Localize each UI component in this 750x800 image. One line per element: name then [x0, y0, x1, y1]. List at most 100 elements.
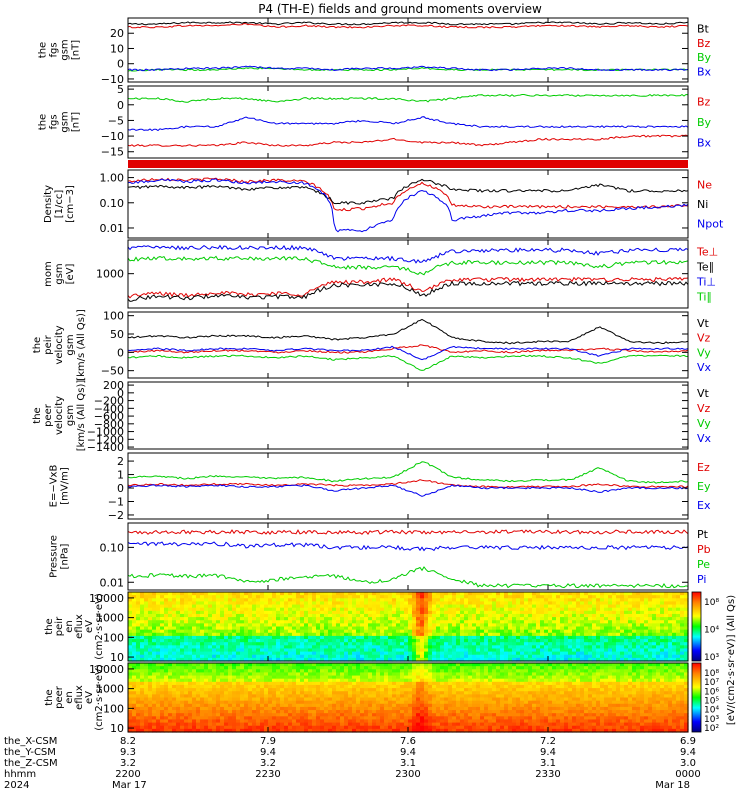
spectrogram-cell — [164, 648, 169, 653]
spectrogram-cell — [652, 598, 657, 603]
spectrogram-cell — [496, 623, 501, 628]
spectrogram-cell — [380, 678, 385, 683]
spectrogram-cell — [464, 598, 469, 603]
spectrogram-cell — [532, 601, 537, 606]
spectrogram-cell — [392, 672, 397, 677]
spectrogram-cell — [332, 654, 337, 659]
spectrogram-cell — [300, 722, 305, 727]
spectrogram-cell — [456, 610, 461, 615]
spectrogram-cell — [308, 669, 313, 674]
spectrogram-cell — [460, 601, 465, 606]
spectrogram-cell — [208, 592, 213, 596]
spectrogram-cell — [176, 700, 181, 705]
spectrogram-cell — [164, 716, 169, 721]
spectrogram-cell — [168, 666, 173, 670]
spectrogram-cell — [240, 592, 245, 596]
spectrogram-cell — [296, 725, 301, 730]
spectrogram-cell — [400, 684, 405, 689]
spectrogram-cell — [644, 645, 649, 650]
spectrogram-cell — [320, 645, 325, 650]
spectrogram-cell — [556, 657, 561, 662]
spectrogram-cell — [184, 632, 189, 637]
spectrogram-cell — [440, 592, 445, 596]
spectrogram-cell — [416, 642, 421, 646]
spectrogram-cell — [436, 639, 441, 643]
spectrogram-cell — [380, 722, 385, 727]
separator-bar — [128, 160, 688, 168]
spectrogram-cell — [264, 669, 269, 674]
spectrogram-cell — [276, 697, 281, 702]
spectrogram-cell — [368, 694, 373, 699]
spectrogram-cell — [584, 604, 589, 609]
spectrogram-cell — [152, 595, 157, 599]
spectrogram-cell — [212, 713, 217, 717]
spectrogram-cell — [400, 607, 405, 612]
spectrogram-cell — [132, 642, 137, 646]
spectrogram-cell — [580, 623, 585, 628]
spectrogram-cell — [568, 598, 573, 603]
colorbar-tick-label: 10³ — [704, 653, 719, 663]
y-axis-label: velocity — [54, 325, 65, 364]
spectrogram-cell — [348, 697, 353, 702]
spectrogram-cell — [308, 719, 313, 724]
spectrogram-cell — [344, 666, 349, 670]
spectrogram-cell — [436, 657, 441, 662]
spectrogram-cell — [332, 722, 337, 727]
spectrogram-cell — [380, 666, 385, 670]
spectrogram-cell — [168, 623, 173, 628]
spectrogram-cell — [488, 601, 493, 606]
spectrogram-cell — [676, 639, 681, 643]
legend-label-fgs_components: Bz — [697, 95, 711, 108]
spectrogram-cell — [460, 604, 465, 609]
spectrogram-cell — [276, 598, 281, 603]
spectrogram-cell — [528, 648, 533, 653]
spectrogram-cell — [360, 672, 365, 677]
spectrogram-cell — [128, 710, 133, 714]
spectrogram-cell — [200, 713, 205, 717]
spectrogram-cell — [624, 620, 629, 624]
spectrogram-cell — [496, 610, 501, 615]
spectrogram-cell — [524, 623, 529, 628]
spectrogram-cell — [376, 713, 381, 717]
spectrogram-cell — [376, 657, 381, 662]
spectrogram-cell — [620, 645, 625, 650]
spectrogram-cell — [236, 675, 241, 680]
spectrogram-cell — [344, 657, 349, 662]
spectrogram-cell — [528, 598, 533, 603]
spectrogram-cell — [328, 681, 333, 686]
spectrogram-cell — [676, 620, 681, 624]
y-axis-label: peir — [43, 334, 54, 354]
spectrogram-cell — [240, 710, 245, 714]
spectrogram-cell — [204, 648, 209, 653]
spectrogram-cell — [160, 651, 165, 656]
legend-label-efield: Ex — [697, 499, 711, 512]
spectrogram-cell — [180, 722, 185, 727]
spectrogram-cell — [600, 626, 605, 631]
spectrogram-cell — [204, 613, 209, 618]
spectrogram-cell — [240, 672, 245, 677]
spectrogram-cell — [248, 607, 253, 612]
spectrogram-cell — [680, 629, 685, 634]
spectrogram-cell — [560, 632, 565, 637]
spectrogram-cell — [144, 642, 149, 646]
spectrogram-cell — [264, 663, 269, 667]
spectrogram-cell — [576, 632, 581, 637]
spectrogram-cell — [212, 613, 217, 618]
spectrogram-cell — [224, 639, 229, 643]
spectrogram-cell — [240, 598, 245, 603]
spectrogram-cell — [660, 635, 665, 640]
spectrogram-cell — [236, 691, 241, 695]
spectrogram-cell — [412, 604, 417, 609]
spectrogram-cell — [280, 620, 285, 624]
spectrogram-cell — [152, 700, 157, 705]
y-axis-label: en — [64, 620, 75, 633]
spectrogram-cell — [132, 728, 137, 733]
spectrogram-cell — [408, 710, 413, 714]
spectrogram-cell — [400, 669, 405, 674]
spectrogram-cell — [608, 623, 613, 628]
spectrogram-cell — [164, 713, 169, 717]
spectrogram-cell — [432, 642, 437, 646]
spectrogram-cell — [548, 613, 553, 618]
spectrogram-cell — [668, 613, 673, 618]
